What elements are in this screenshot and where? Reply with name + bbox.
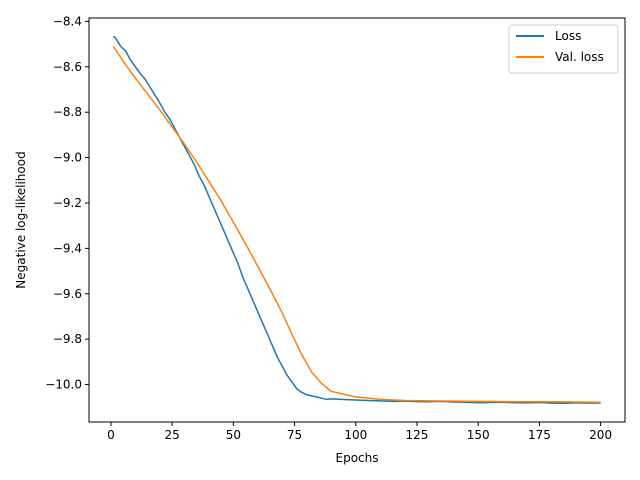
x-tick-label: 75 bbox=[287, 428, 302, 442]
legend: Loss Val. loss bbox=[508, 24, 619, 74]
y-tick-label: −8.4 bbox=[53, 14, 82, 28]
y-tick-label: −9.0 bbox=[53, 151, 82, 165]
x-axis-ticks: 0 25 50 75 100 125 150 175 200 bbox=[107, 422, 612, 442]
y-axis-ticks: −8.4 −8.6 −8.8 −9.0 −9.2 −9.4 −9.6 −9.8 −10.0 bbox=[45, 14, 89, 392]
series-line-val-loss bbox=[112, 45, 601, 403]
legend-label-loss: Loss bbox=[555, 29, 581, 43]
x-tick-label: 50 bbox=[226, 428, 241, 442]
legend-label-val-loss: Val. loss bbox=[555, 50, 604, 64]
x-tick-label: 125 bbox=[406, 428, 429, 442]
y-tick-label: −9.2 bbox=[53, 196, 82, 210]
y-tick-label: −9.8 bbox=[53, 332, 82, 346]
series-line-loss bbox=[112, 35, 601, 405]
y-axis-label: Negative log-likelihood bbox=[14, 151, 28, 288]
x-tick-label: 0 bbox=[107, 428, 115, 442]
x-tick-label: 100 bbox=[344, 428, 367, 442]
x-tick-label: 25 bbox=[164, 428, 179, 442]
x-tick-label: 150 bbox=[467, 428, 490, 442]
x-tick-label: 200 bbox=[589, 428, 612, 442]
plot-series bbox=[112, 35, 601, 405]
x-axis-label: Epochs bbox=[336, 451, 379, 465]
y-tick-label: −9.6 bbox=[53, 287, 82, 301]
plot-frame bbox=[88, 17, 626, 423]
x-tick-label: 175 bbox=[528, 428, 551, 442]
y-tick-label: −8.6 bbox=[53, 60, 82, 74]
y-tick-label: −10.0 bbox=[45, 378, 82, 392]
y-tick-label: −9.4 bbox=[53, 241, 82, 255]
y-tick-label: −8.8 bbox=[53, 105, 82, 119]
